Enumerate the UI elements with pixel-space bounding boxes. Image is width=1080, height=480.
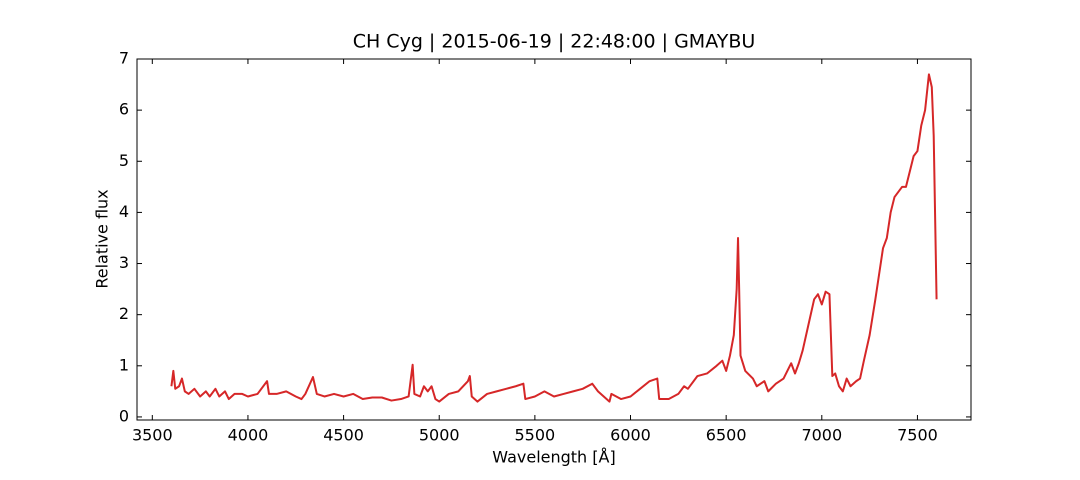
y-tick-label: 7 bbox=[119, 49, 129, 68]
y-tick-label: 0 bbox=[119, 406, 129, 425]
chart-title: CH Cyg | 2015-06-19 | 22:48:00 | GMAYBU bbox=[353, 31, 756, 53]
x-tick-label: 4000 bbox=[228, 426, 269, 445]
y-tick-label: 5 bbox=[119, 151, 129, 170]
x-axis-label: Wavelength [Å] bbox=[492, 448, 615, 467]
x-tick-label: 4500 bbox=[323, 426, 364, 445]
x-tick-label: 6000 bbox=[610, 426, 651, 445]
x-tick-label: 3500 bbox=[132, 426, 173, 445]
y-tick-label: 1 bbox=[119, 355, 129, 374]
y-axis-label: Relative flux bbox=[93, 189, 112, 288]
y-tick-label: 6 bbox=[119, 100, 129, 119]
y-tick-label: 4 bbox=[119, 202, 129, 221]
x-tick-label: 6500 bbox=[706, 426, 747, 445]
x-tick-label: 7000 bbox=[801, 426, 842, 445]
x-tick-label: 7500 bbox=[897, 426, 938, 445]
x-tick-label: 5500 bbox=[515, 426, 556, 445]
x-tick-label: 5000 bbox=[419, 426, 460, 445]
spectrum-line bbox=[170, 73, 938, 403]
y-tick-label: 3 bbox=[119, 253, 129, 272]
plot-frame bbox=[136, 58, 972, 421]
y-tick-label: 2 bbox=[119, 304, 129, 323]
